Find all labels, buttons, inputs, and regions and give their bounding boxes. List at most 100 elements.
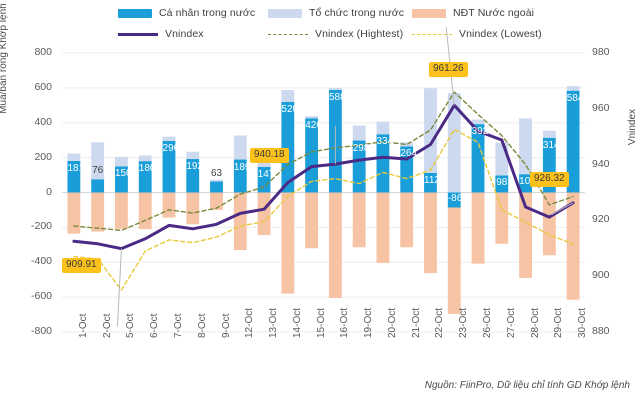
legend-item-ndt-nuoc-ngoai[interactable]: NĐT Nước ngoài xyxy=(412,4,534,22)
x-tick-16-Oct: 16-Oct xyxy=(339,307,351,338)
legend-label-vnindex-highest: Vnindex (Hightest) xyxy=(315,28,404,40)
bar-foreign-7-Oct xyxy=(162,192,176,218)
x-tick-15-Oct: 15-Oct xyxy=(315,307,327,338)
bar-institution-30-Oct xyxy=(566,86,580,91)
legend-swatch-to-chuc-trong-nuoc xyxy=(268,8,302,18)
y-tick-left-800: 800 xyxy=(34,46,52,58)
y-tick-right-960: 960 xyxy=(592,101,610,114)
x-tick-22-Oct: 22-Oct xyxy=(434,307,446,338)
y-tick-left-600: 600 xyxy=(34,80,52,93)
bar-group-6-Oct xyxy=(138,155,152,230)
y-tick-left--400: -400 xyxy=(30,255,52,268)
bar-foreign-8-Oct xyxy=(186,192,200,225)
bar-foreign-23-Oct xyxy=(447,207,461,314)
bar-institution-7-Oct xyxy=(162,136,176,141)
bar-foreign-22-Oct xyxy=(424,192,437,274)
x-tick-9-Oct: 9-Oct xyxy=(220,313,232,338)
legend-swatch-ndt-nuoc-ngoai xyxy=(412,8,446,18)
x-tick-8-Oct: 8-Oct xyxy=(196,313,208,338)
callout-961.26: 961.26 xyxy=(429,62,468,77)
x-tick-28-Oct: 28-Oct xyxy=(529,307,541,338)
bar-individual-5-Oct xyxy=(115,166,128,193)
bar-institution-9-Oct xyxy=(210,179,223,182)
legend-swatch-ca-nhan-trong-nuoc xyxy=(118,8,152,18)
line-vnindex xyxy=(72,103,575,251)
bar-group-19-Oct xyxy=(352,125,366,248)
bar-foreign-6-Oct xyxy=(138,192,152,230)
legend-item-ca-nhan-trong-nuoc[interactable]: Cá nhân trong nước xyxy=(118,4,255,22)
bar-foreign-19-Oct xyxy=(352,192,366,248)
bar-foreign-5-Oct xyxy=(115,192,128,229)
y-tick-left-200: 200 xyxy=(34,150,52,163)
bar-group-9-Oct xyxy=(210,179,223,210)
bar-group-1-Oct xyxy=(67,153,81,234)
callout-leader-909.91 xyxy=(116,248,122,327)
y-tick-left-400: 400 xyxy=(34,115,52,128)
x-tick-27-Oct: 27-Oct xyxy=(505,307,517,338)
bar-individual-27-Oct xyxy=(495,175,509,193)
chart-legend: Cá nhân trong nước Tổ chức trong nước NĐT … xyxy=(0,4,640,44)
legend-item-to-chuc-trong-nuoc[interactable]: Tổ chức trong nước xyxy=(268,4,404,22)
bar-group-22-Oct xyxy=(424,88,437,274)
bar-individual-14-Oct xyxy=(281,101,295,193)
bar-institution-8-Oct xyxy=(186,151,200,160)
bar-individual-2-Oct xyxy=(91,179,105,193)
bar-individual-26-Oct xyxy=(471,124,485,193)
bar-individual-6-Oct xyxy=(138,161,152,193)
bar-foreign-27-Oct xyxy=(495,192,509,244)
callout-leader-926.32 xyxy=(550,202,574,216)
y-tick-right-940: 940 xyxy=(592,157,610,170)
x-tick-5-Oct: 5-Oct xyxy=(125,313,137,338)
bar-foreign-30-Oct xyxy=(566,192,580,300)
bar-individual-7-Oct xyxy=(162,140,176,193)
bar-foreign-15-Oct xyxy=(305,192,319,249)
callout-909.91: 909.91 xyxy=(62,258,101,273)
bar-group-5-Oct xyxy=(115,156,128,229)
bar-group-26-Oct xyxy=(471,119,485,264)
y-tick-left--200: -200 xyxy=(30,220,52,233)
legend-label-vnindex: Vnindex xyxy=(165,28,204,40)
callout-940.18: 940.18 xyxy=(250,148,289,163)
bar-group-14-Oct xyxy=(281,89,295,294)
x-tick-26-Oct: 26-Oct xyxy=(482,307,494,338)
x-tick-29-Oct: 29-Oct xyxy=(553,307,565,338)
bar-individual-13-Oct xyxy=(257,166,271,193)
bar-foreign-21-Oct xyxy=(400,192,414,248)
legend-row-1: Cá nhân trong nước Tổ chức trong nước NĐT … xyxy=(0,4,640,22)
x-tick-13-Oct: 13-Oct xyxy=(268,307,280,338)
bar-institution-13-Oct xyxy=(257,161,271,167)
y-tick-left-0: 0 xyxy=(46,185,52,198)
bar-individual-8-Oct xyxy=(186,159,200,193)
x-tick-1-Oct: 1-Oct xyxy=(77,313,89,338)
bar-institution-2-Oct xyxy=(91,142,105,180)
x-tick-7-Oct: 7-Oct xyxy=(172,313,184,338)
y-tick-right-980: 980 xyxy=(592,46,610,58)
bar-individual-20-Oct xyxy=(376,134,390,193)
bar-institution-23-Oct xyxy=(447,93,461,193)
legend-item-vnindex-lowest[interactable]: Vnindex (Lowest) xyxy=(412,25,542,43)
legend-item-vnindex[interactable]: Vnindex xyxy=(118,25,204,43)
legend-row-2: Vnindex Vnindex (Hightest) Vnindex (Lowest… xyxy=(0,25,640,43)
bar-institution-12-Oct xyxy=(233,135,247,160)
bar-group-30-Oct xyxy=(566,86,580,300)
legend-label-ca-nhan-trong-nuoc: Cá nhân trong nước xyxy=(159,7,256,19)
bar-institution-28-Oct xyxy=(519,118,532,175)
bar-institution-5-Oct xyxy=(115,156,128,167)
bar-institution-21-Oct xyxy=(400,142,414,147)
source-note: Nguồn: FiinPro, Dữ liệu chỉ tính GD Khớp… xyxy=(424,380,630,391)
bar-individual-1-Oct xyxy=(67,160,81,193)
x-tick-21-Oct: 21-Oct xyxy=(410,307,422,338)
bar-group-8-Oct xyxy=(186,151,200,225)
bar-institution-1-Oct xyxy=(67,153,81,161)
bar-foreign-20-Oct xyxy=(376,192,390,263)
bar-foreign-29-Oct xyxy=(542,192,556,256)
bar-individual-15-Oct xyxy=(305,118,319,193)
bar-individual-19-Oct xyxy=(352,140,366,193)
bar-foreign-16-Oct xyxy=(328,192,342,298)
legend-swatch-vnindex-lowest xyxy=(412,33,452,35)
legend-item-vnindex-highest[interactable]: Vnindex (Hightest) xyxy=(268,25,403,43)
bar-individual-21-Oct xyxy=(400,146,414,193)
line-vnindex-lowest xyxy=(73,128,574,291)
y-tick-right-920: 920 xyxy=(592,213,610,226)
